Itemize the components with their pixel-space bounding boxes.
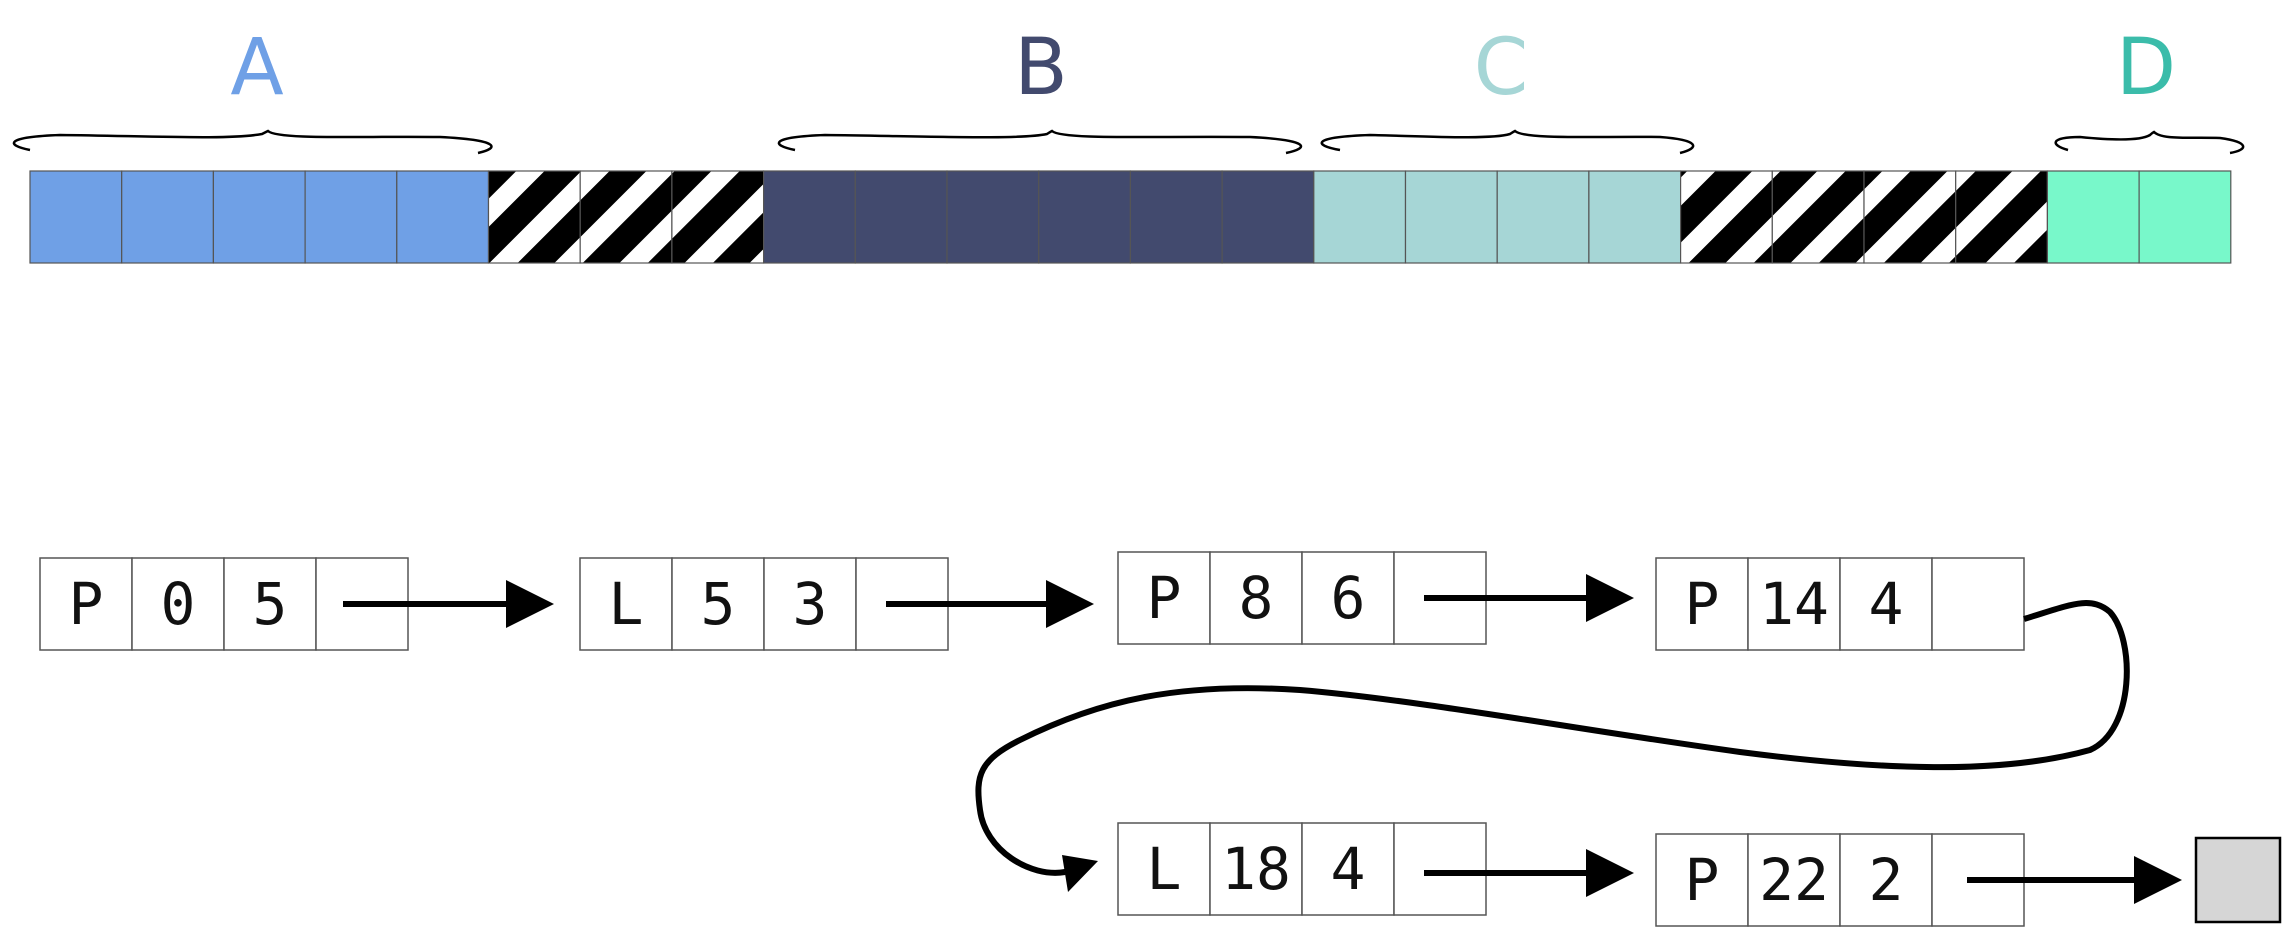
arrow-4-head [1062, 855, 1098, 892]
node-start-cell [1747, 557, 1841, 651]
memory-block-a-3 [304, 170, 398, 264]
node-length: 2 [1869, 846, 1904, 914]
brace-c [1320, 129, 1695, 155]
memory-block-b-0 [762, 170, 856, 264]
node-type: L [1147, 835, 1182, 903]
node-length: 4 [1331, 835, 1366, 903]
list-arrows [343, 574, 2182, 904]
memory-block-b-2 [946, 170, 1040, 264]
node-length-cell [1839, 833, 1933, 927]
node-start: 8 [1239, 564, 1274, 632]
null-terminator [2194, 836, 2282, 924]
memory-block-free-0-0 [487, 170, 581, 264]
node-length-cell [1301, 822, 1395, 916]
memory-strip [29, 170, 2232, 264]
node-length-cell [1839, 557, 1933, 651]
memory-block-free-0-2 [671, 170, 765, 264]
node-length: 3 [793, 570, 828, 638]
memory-block-a-1 [121, 170, 214, 264]
node-start: 0 [161, 570, 196, 638]
memory-block-c-0 [1313, 170, 1407, 264]
brace-d [2054, 130, 2245, 155]
node-start-cell [1747, 833, 1841, 927]
node-start: 22 [1759, 846, 1829, 914]
memory-block-b-4 [1129, 170, 1223, 264]
node-type-cell [1655, 557, 1749, 651]
node-start-cell [1209, 822, 1303, 916]
memory-block-b-1 [854, 170, 948, 264]
node-length: 4 [1869, 570, 1904, 638]
memory-block-d-0 [2046, 170, 2140, 264]
memory-block-a-2 [212, 170, 306, 264]
memory-block-d-1 [2138, 170, 2232, 264]
node-type: P [1147, 564, 1182, 632]
node-length-cell [223, 557, 317, 651]
segment-label-a: A [230, 23, 283, 113]
node-start: 18 [1221, 835, 1291, 903]
node-type: L [609, 570, 644, 638]
node-next-cell [1931, 557, 2025, 651]
memory-block-free-0-1 [579, 170, 673, 264]
memory-block-free-1-3 [1955, 170, 2048, 264]
memory-block-c-2 [1496, 170, 1590, 264]
node-length: 5 [253, 570, 288, 638]
node-type: P [1685, 846, 1720, 914]
list-node-4: L 18 4 [1117, 822, 1487, 916]
memory-block-a-4 [396, 170, 490, 264]
node-start: 5 [701, 570, 736, 638]
node-type: P [69, 570, 104, 638]
segment-label-c: C [1474, 23, 1528, 113]
node-start: 14 [1759, 570, 1829, 638]
memory-block-a-0 [29, 170, 123, 264]
linked-list: P 0 5 L 5 3 P 8 6 P 14 4L 18 4 P 22 2 [39, 551, 2025, 927]
node-type: P [1685, 570, 1720, 638]
memory-block-free-1-2 [1863, 170, 1957, 264]
segment-label-b: B [1014, 23, 1068, 113]
segment-label-d: D [2116, 23, 2176, 113]
node-start-cell [1209, 551, 1303, 645]
node-next-cell [1393, 822, 1487, 916]
list-node-3: P 14 4 [1655, 557, 2025, 651]
node-type-cell [579, 557, 673, 651]
node-length-cell [763, 557, 857, 651]
arrow-4-curve [975, 600, 2130, 876]
node-type-cell [1655, 833, 1749, 927]
memory-block-b-3 [1038, 170, 1131, 264]
memory-block-free-1-1 [1771, 170, 1865, 264]
memory-block-b-5 [1221, 170, 1315, 264]
node-type-cell [39, 557, 133, 651]
brace-a [12, 129, 493, 155]
memory-block-c-1 [1404, 170, 1498, 264]
node-type-cell [1117, 822, 1211, 916]
node-length: 6 [1331, 564, 1366, 632]
memory-block-free-1-0 [1679, 170, 1773, 264]
memory-block-c-3 [1588, 170, 1682, 264]
node-start-cell [671, 557, 765, 651]
node-start-cell [131, 557, 225, 651]
brace-b [777, 129, 1303, 155]
